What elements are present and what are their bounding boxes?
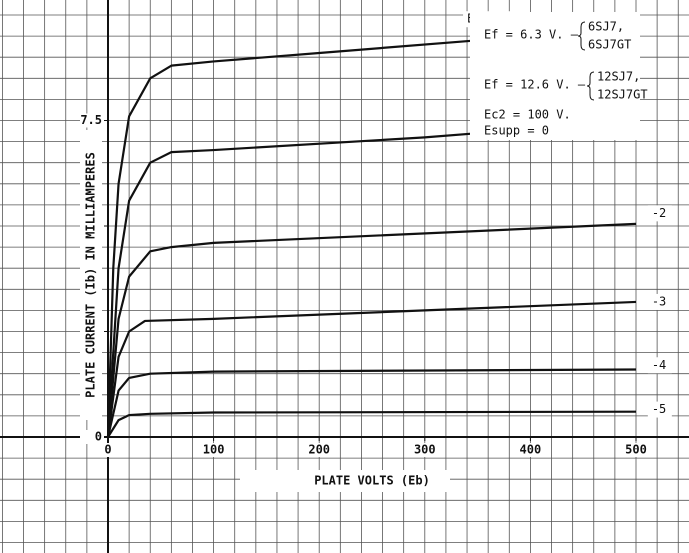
label-bg — [647, 205, 672, 222]
curve — [106, 30, 637, 438]
legend-box — [470, 12, 640, 140]
tick-bg — [94, 443, 122, 457]
tick-bg — [410, 443, 439, 457]
y-axis-title: PLATE CURRENT (Ib) IN MILLIAMPERES — [84, 152, 98, 398]
label-bg — [647, 357, 672, 374]
tick-bg — [80, 113, 104, 128]
xlabel-bg — [240, 470, 450, 492]
spacer — [0, 470, 60, 471]
tick-bg — [622, 443, 650, 457]
tick-bg — [305, 443, 334, 457]
x-tick-label: 300 — [414, 443, 436, 457]
x-tick-label: 0 — [104, 443, 111, 457]
curve — [106, 368, 637, 438]
ylabel-bg — [80, 130, 102, 420]
curve — [106, 121, 637, 438]
x-tick-label: 400 — [520, 443, 542, 457]
y-tick-label: 7.5 — [80, 113, 102, 127]
curve — [106, 222, 637, 438]
x-axis-title: PLATE VOLTS (Eb) — [314, 474, 430, 488]
curve-label: -5 — [652, 402, 666, 416]
y-tick-label: 0 — [95, 430, 102, 444]
label-bg — [647, 293, 672, 310]
label-bg — [647, 401, 672, 418]
annotation: 6SJ7, — [588, 20, 624, 34]
tick-bg — [516, 443, 545, 457]
curve — [107, 410, 637, 438]
curve — [106, 300, 637, 438]
x-tick-label: 100 — [203, 443, 225, 457]
annotation: Ef = 6.3 V. – — [484, 28, 579, 42]
curve-label: -3 — [652, 294, 666, 308]
annotation: 12SJ7, — [597, 70, 640, 84]
x-tick-label: 200 — [308, 443, 330, 457]
curve-label: -4 — [652, 358, 666, 372]
annotation: Ef = 12.6 V. – — [484, 78, 586, 92]
brace — [577, 21, 586, 51]
x-tick-label: 500 — [625, 443, 647, 457]
tick-bg — [80, 430, 104, 444]
annotation: Esupp = 0 — [484, 124, 549, 138]
brace — [586, 71, 595, 101]
annotation: 12SJ7GT — [597, 88, 648, 102]
annotation: Ec2 = 100 V. — [484, 108, 571, 122]
tick-bg — [199, 443, 228, 457]
annotation: 6SJ7GT — [588, 38, 631, 52]
curve-label: -2 — [652, 206, 666, 220]
